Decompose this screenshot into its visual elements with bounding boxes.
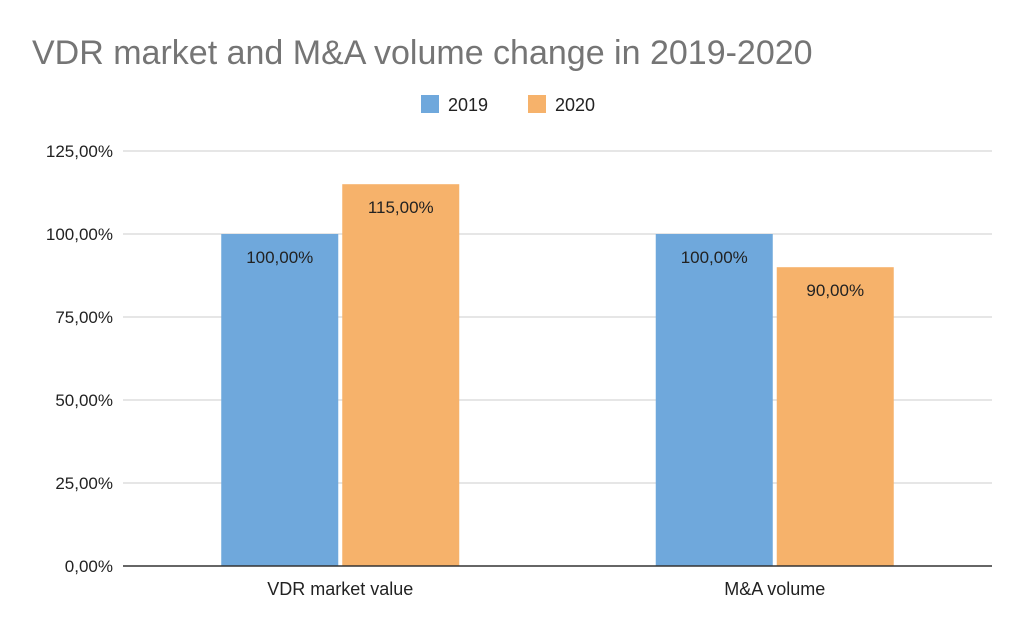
y-tick-label: 100,00% bbox=[46, 225, 113, 244]
y-tick-label: 75,00% bbox=[55, 308, 113, 327]
bars bbox=[221, 184, 894, 566]
y-tick-label: 50,00% bbox=[55, 391, 113, 410]
y-tick-label: 25,00% bbox=[55, 474, 113, 493]
x-axis-categories: VDR market value M&A volume bbox=[267, 579, 825, 599]
y-tick-label: 0,00% bbox=[65, 557, 113, 576]
bar-2019-0 bbox=[221, 234, 339, 566]
data-label: 115,00% bbox=[368, 198, 434, 217]
data-labels: 100,00% 115,00% 100,00% 90,00% bbox=[246, 198, 864, 300]
legend: 2019 2020 bbox=[421, 95, 595, 115]
chart-title: VDR market and M&A volume change in 2019… bbox=[32, 34, 813, 72]
x-category-label: VDR market value bbox=[267, 579, 413, 599]
data-label: 100,00% bbox=[681, 248, 748, 267]
bar-2020-1 bbox=[776, 267, 894, 566]
data-label: 90,00% bbox=[806, 281, 864, 300]
data-label: 100,00% bbox=[246, 248, 313, 267]
bar-2020-0 bbox=[342, 184, 460, 566]
y-axis-ticks: 0,00% 25,00% 50,00% 75,00% 100,00% 125,00% bbox=[46, 142, 113, 576]
legend-swatch-2019 bbox=[421, 95, 439, 113]
bar-2019-1 bbox=[655, 234, 773, 566]
x-category-label: M&A volume bbox=[724, 579, 825, 599]
legend-swatch-2020 bbox=[528, 95, 546, 113]
legend-label-2019: 2019 bbox=[448, 95, 488, 115]
y-tick-label: 125,00% bbox=[46, 142, 113, 161]
legend-label-2020: 2020 bbox=[555, 95, 595, 115]
